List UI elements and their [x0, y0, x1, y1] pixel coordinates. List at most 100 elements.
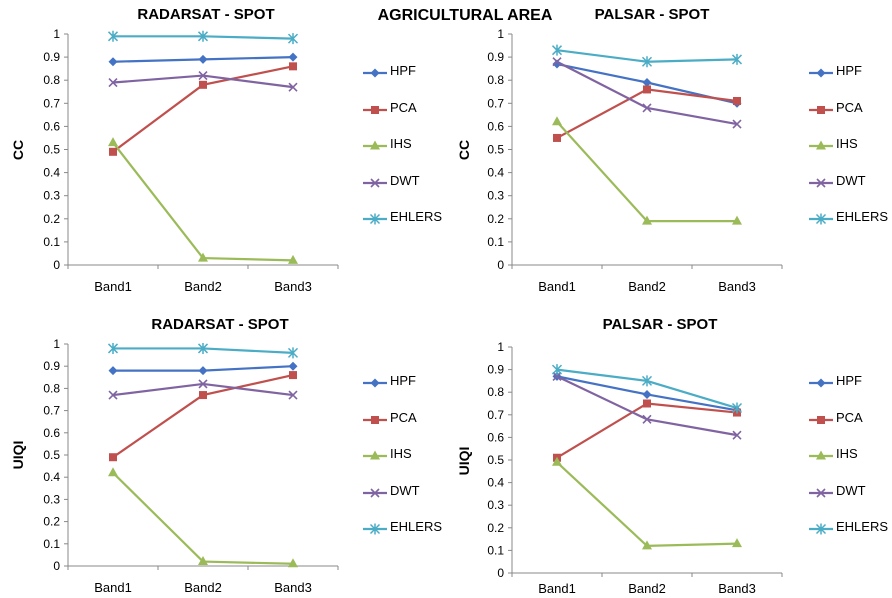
legend-marker [369, 213, 381, 225]
legend-swatch-ehlers [809, 523, 833, 535]
legend-marker [370, 140, 380, 150]
y-tick-label: 0.6 [487, 119, 504, 133]
legend-label: EHLERS [836, 209, 889, 224]
legend-swatch-pca [809, 415, 833, 424]
y-tick-label: 0.6 [43, 119, 60, 133]
y-tick-label: 0.9 [487, 363, 504, 377]
y-tick-label: 0.3 [487, 498, 504, 512]
data-point-dwt [288, 82, 298, 92]
y-tick-label: 0.3 [43, 189, 60, 203]
data-point-hpf [108, 366, 118, 376]
data-point-ihs [108, 467, 118, 477]
data-point-hpf [288, 52, 298, 62]
legend-swatch-pca [809, 105, 833, 114]
data-point-ehlers [287, 33, 299, 45]
data-point-hpf [642, 78, 652, 88]
legend-swatch-dwt [363, 487, 387, 498]
y-tick-label: 0.8 [487, 73, 504, 87]
legend-label: IHS [390, 136, 412, 151]
y-tick-label: 0.9 [487, 50, 504, 64]
y-tick-label: 0.7 [43, 96, 60, 110]
y-tick-label: 0.3 [43, 492, 60, 506]
y-tick-label: 1 [497, 27, 504, 41]
legend-swatch-hpf [809, 68, 833, 78]
legend-marker [816, 68, 826, 78]
plot-area: 0 0.1 0.2 0.3 0.4 0.5 0.6 0.7 0.8 0.9 1 Band1 Band2 B… [487, 340, 783, 596]
data-point-hpf [198, 54, 208, 64]
y-tick-label: 0.2 [487, 212, 504, 226]
legend-swatch-ihs [809, 450, 833, 460]
data-point-dwt [552, 57, 562, 67]
y-tick-label: 0.5 [43, 448, 60, 462]
data-point-pca [109, 453, 117, 462]
y-tick-label: 0.2 [43, 212, 60, 226]
y-tick-label: 0.5 [487, 453, 504, 467]
legend-marker [815, 523, 827, 535]
legend-marker [817, 105, 825, 114]
chart-panel-cc-radarsat: RADARSAT - SPOT CC 0 0.1 0.2 0.3 0.4 0.5 0.6 0.… [0, 0, 446, 299]
legend-swatch-hpf [363, 378, 387, 388]
plot-area: 0 0.1 0.2 0.3 0.4 0.5 0.6 0.7 0.8 0.9 1 Band1 Band2 B… [43, 337, 339, 595]
data-point-ihs [552, 116, 562, 126]
data-point-ehlers [551, 364, 563, 376]
chart-title: PALSAR - SPOT [594, 6, 710, 23]
chart-panel-uiqi-radarsat: RADARSAT - SPOT UIQI 0 0.1 0.2 0.3 0.4 0.5 0.6… [0, 311, 446, 598]
chart-title: RADARSAT - SPOT [151, 316, 289, 333]
legend-marker [816, 177, 826, 188]
data-point-pca [643, 399, 651, 408]
chart-title: RADARSAT - SPOT [137, 6, 275, 23]
x-tick-label: Band2 [628, 279, 666, 294]
data-point-ehlers [107, 30, 119, 42]
legend-swatch-ehlers [363, 523, 387, 535]
data-point-ihs [198, 252, 208, 262]
data-point-ehlers [287, 347, 299, 359]
data-point-pca [643, 85, 651, 94]
y-tick-label: 0.4 [487, 166, 504, 180]
y-tick-label: 0.1 [43, 537, 60, 551]
data-point-dwt [732, 119, 742, 129]
legend-label: IHS [836, 136, 858, 151]
x-tick-label: Band1 [538, 279, 576, 294]
y-tick-label: 0 [497, 566, 504, 580]
legend-swatch-dwt [809, 177, 833, 188]
x-tick-label: Band2 [184, 580, 222, 595]
data-point-hpf [642, 389, 652, 399]
legend-label: DWT [836, 482, 866, 498]
legend-swatch-dwt [809, 487, 833, 498]
legend-swatch-ihs [363, 450, 387, 460]
y-tick-label: 0.9 [43, 50, 60, 64]
data-point-pca [289, 62, 297, 71]
data-point-hpf [108, 57, 118, 67]
legend-swatch-hpf [363, 68, 387, 78]
y-tick-label: 0.3 [487, 189, 504, 203]
legend-label: PCA [390, 99, 417, 115]
series-line-ihs [556, 461, 738, 547]
y-tick-label: 0.5 [487, 143, 504, 157]
legend-marker [370, 487, 380, 498]
data-point-dwt [642, 414, 652, 424]
data-point-ihs [732, 215, 742, 225]
y-tick-label: 0.7 [43, 404, 60, 418]
legend-label: DWT [836, 172, 866, 188]
series-line-pca [112, 374, 294, 459]
data-point-ehlers [551, 44, 563, 56]
legend-label: HPF [836, 63, 862, 78]
legend-swatch-ihs [809, 140, 833, 150]
legend-label: PCA [390, 409, 417, 425]
chart-panel-uiqi-palsar: PALSAR - SPOT UIQI 0 0.1 0.2 0.3 0.4 0.5 0.6 0.… [446, 311, 892, 598]
series-line-ihs [112, 141, 294, 262]
data-point-ehlers [731, 53, 743, 65]
plot-area: 0 0.1 0.2 0.3 0.4 0.5 0.6 0.7 0.8 0.9 1 Band1 Band2 B… [43, 27, 339, 294]
legend-marker [815, 213, 827, 225]
y-tick-label: 0.1 [487, 543, 504, 557]
data-point-ihs [288, 254, 298, 264]
data-point-dwt [552, 371, 562, 381]
x-tick-label: Band3 [274, 580, 312, 595]
legend-label: HPF [836, 373, 862, 388]
legend-label: HPF [390, 63, 416, 78]
series-line-ihs [112, 471, 294, 565]
y-tick-label: 0 [53, 258, 60, 272]
legend-label: EHLERS [836, 519, 889, 534]
series-line-pca [556, 88, 738, 139]
